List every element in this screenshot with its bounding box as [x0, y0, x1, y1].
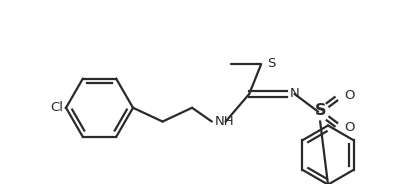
Text: S: S — [267, 57, 276, 70]
Text: O: O — [344, 121, 354, 134]
Text: S: S — [314, 103, 326, 118]
Text: O: O — [344, 89, 354, 102]
Text: Cl: Cl — [50, 101, 63, 114]
Text: NH: NH — [215, 115, 234, 128]
Text: N: N — [289, 88, 299, 100]
